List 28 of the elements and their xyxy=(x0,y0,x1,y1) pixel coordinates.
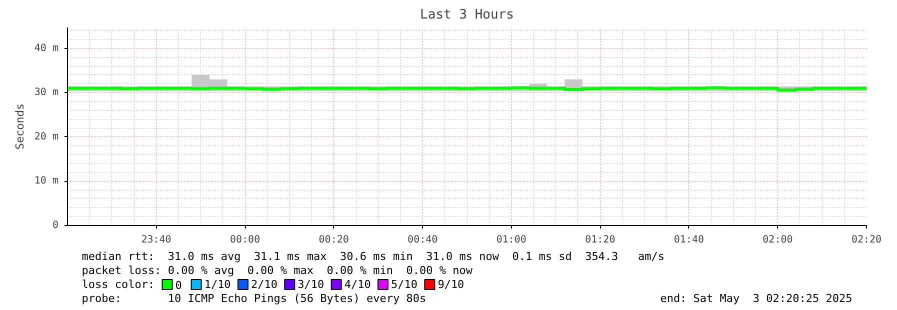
x-tick-label: 23:40 xyxy=(141,234,172,246)
text: probe: 10 ICMP Echo Pings (56 Bytes) every 80s xyxy=(82,292,426,305)
text: packet loss: 0.00 % avg 0.00 % max 0.00 % min 0.00 % now xyxy=(82,264,473,277)
y-axis-title: Seconds xyxy=(13,103,26,150)
legend-label: 9/10 xyxy=(438,278,464,291)
legend-label: 2/10 xyxy=(250,278,278,291)
text: median rtt: 31.0 ms avg 31.1 ms max 30.6 ms min 31.0 ms now 0.1 ms sd 354.3 am/s xyxy=(82,250,665,263)
y-tick-label: 10 m xyxy=(34,176,59,187)
legend-label: 4/10 xyxy=(344,278,371,291)
text: loss color: xyxy=(82,278,155,291)
legend-label: 3/10 xyxy=(298,278,324,291)
y-tick-label: 40 m xyxy=(34,42,59,54)
x-tick-label: 02:00 xyxy=(762,234,793,246)
x-tick-label: 02:20 xyxy=(851,234,882,246)
x-tick-label: 01:40 xyxy=(674,234,704,246)
x-tick-label: 00:00 xyxy=(230,234,260,246)
y-tick-label: 20 m xyxy=(34,131,59,142)
legend-label: 5/10 xyxy=(391,278,418,291)
x-tick-label: 01:20 xyxy=(585,234,616,246)
chart-title: Last 3 Hours xyxy=(420,8,514,22)
y-tick-label: 30 m xyxy=(34,87,59,98)
y-tick-label: 0 xyxy=(52,220,59,231)
text: end: Sat May 3 02:20:25 2025 xyxy=(660,292,852,305)
legend-label: 1/10 xyxy=(204,278,231,291)
legend-label: 0 xyxy=(175,279,182,292)
x-tick-label: 00:20 xyxy=(318,234,349,246)
x-tick-label: 00:40 xyxy=(408,234,438,246)
x-tick-label: 01:00 xyxy=(496,234,526,246)
